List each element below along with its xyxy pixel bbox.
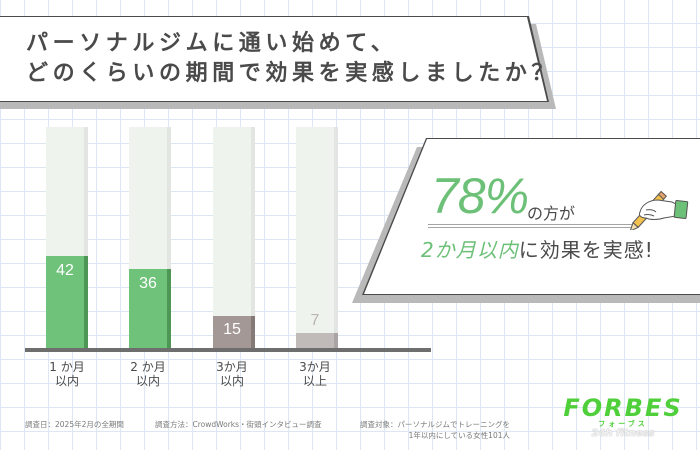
x-axis-label: 1 か月 以内 — [49, 360, 85, 388]
hand-writing-pencil-icon — [629, 190, 689, 230]
bar-value: 7 — [310, 312, 320, 329]
bar-value: 36 — [139, 275, 157, 292]
bar-value: 15 — [223, 321, 241, 338]
bar-fill — [296, 333, 338, 349]
callout-underline — [428, 224, 638, 228]
callout-suffix: の方が — [527, 204, 576, 223]
callout-headline: 2か月以内に効果を実感! — [421, 234, 654, 263]
bar-track: 36 — [129, 127, 171, 349]
x-axis-label: 3か月 以内 — [216, 360, 248, 388]
chart-title: パーソナルジムに通い始めて、 どのくらいの期間で効果を実感しましたか？ — [26, 29, 558, 89]
bar-track: 15 — [213, 127, 255, 349]
logo-wordmark: FORBES — [563, 394, 683, 422]
footnote-survey-method: 調査方法：CrowdWorks・街頭インタビュー調査 — [155, 420, 322, 429]
bar-value: 42 — [56, 262, 74, 279]
bar-fill: 36 — [129, 269, 171, 349]
x-axis-label: 2 か月 以内 — [130, 360, 166, 388]
callout-percentage: 78% — [431, 168, 529, 224]
footnote-survey-target: 調査対象：パーソナルジムでトレーニングを 1年以内にしている女性101人 — [360, 420, 510, 440]
chart-title-line2: どのくらいの期間で効果を実感しましたか？ — [26, 61, 559, 86]
chart-title-line1: パーソナルジムに通い始めて、 — [26, 31, 398, 56]
logo-subtitle: 24h fitness — [591, 428, 655, 439]
footnote-survey-date: 調査日：2025年2月の全期間 — [25, 420, 124, 429]
x-axis-line — [25, 348, 431, 352]
bar-track: 7 — [296, 127, 338, 349]
title-banner — [0, 17, 547, 101]
callout-rest: に効果を実感! — [518, 238, 654, 262]
bar-fill: 42 — [46, 256, 88, 349]
logo-kana: フォーブス — [598, 420, 648, 428]
bar-fill: 15 — [213, 316, 255, 349]
bar-track: 42 — [46, 127, 88, 349]
callout-highlight: 2か月以内 — [421, 238, 519, 262]
x-axis-label: 3か月 以上 — [299, 360, 331, 388]
brand-logo: FORBES フォーブス 24h fitness — [553, 396, 693, 439]
